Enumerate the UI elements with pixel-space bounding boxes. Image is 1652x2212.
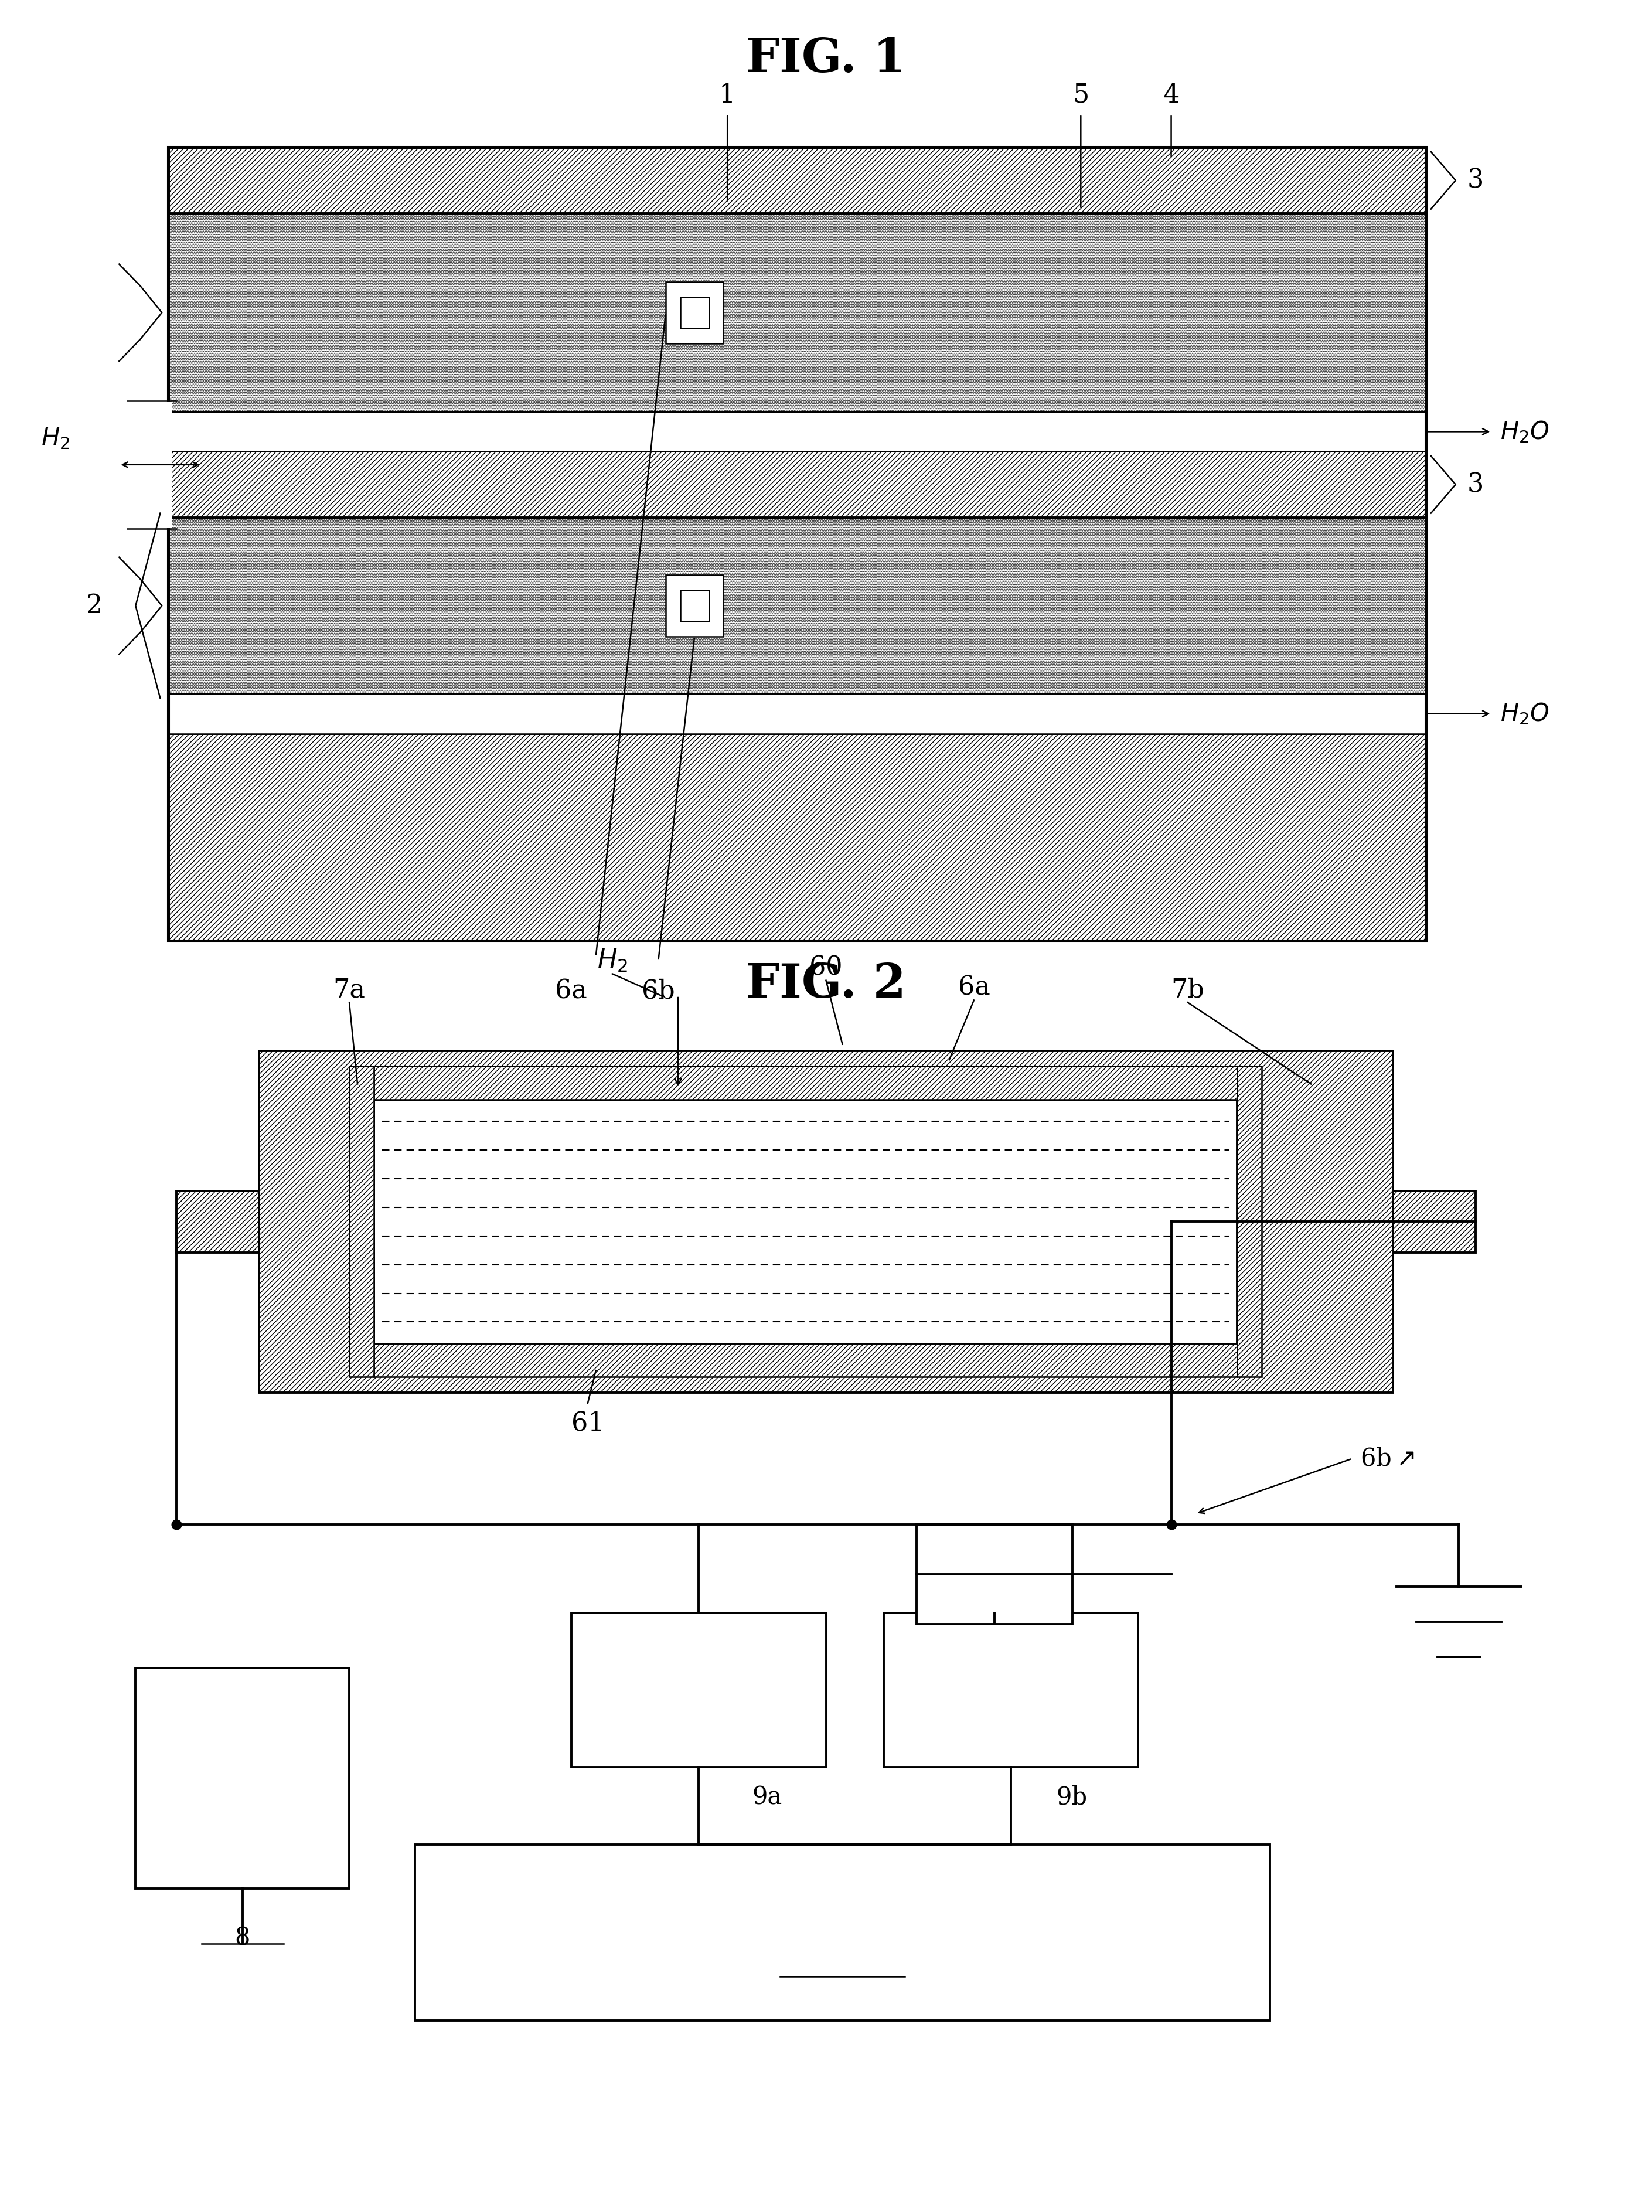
Bar (666, 281, 724, 343)
Bar (415, 1845, 1270, 2020)
Text: $H_2$: $H_2$ (41, 427, 69, 451)
Bar (169, 451, 1426, 518)
Bar (572, 1613, 826, 1767)
Text: $H_2$: $H_2$ (596, 949, 628, 973)
Bar (169, 411, 1426, 451)
Text: A/D: A/D (672, 1677, 724, 1703)
Text: 6b: 6b (641, 978, 676, 1004)
Text: 4: 4 (1163, 82, 1180, 108)
Bar (884, 1613, 1138, 1767)
Bar (169, 148, 1426, 212)
Bar (666, 575, 724, 637)
Text: 1: 1 (719, 82, 735, 108)
Text: 60: 60 (809, 956, 843, 980)
Bar (169, 518, 1426, 695)
Text: 6a: 6a (958, 975, 990, 1000)
Bar (1237, 1066, 1262, 1378)
Text: 9b: 9b (1056, 1785, 1087, 1809)
Bar (373, 1345, 1237, 1378)
Text: 61: 61 (572, 1409, 605, 1436)
Text: FIG. 2: FIG. 2 (747, 962, 905, 1009)
Text: 5: 5 (1072, 82, 1089, 108)
Text: 6a: 6a (555, 978, 586, 1004)
Bar (1393, 1190, 1475, 1252)
Text: 7b: 7b (1171, 978, 1204, 1002)
Bar (259, 1051, 1393, 1394)
Bar (373, 1099, 1237, 1345)
Bar (681, 591, 709, 622)
Text: $H_2O$: $H_2O$ (1500, 701, 1550, 726)
Text: 10: 10 (824, 1918, 861, 1947)
Text: 6b$\nearrow$: 6b$\nearrow$ (1360, 1447, 1414, 1471)
Bar (177, 1190, 259, 1252)
Bar (169, 695, 1426, 734)
Text: 2: 2 (86, 593, 102, 619)
Text: FIG. 1: FIG. 1 (747, 35, 905, 82)
Text: 9a: 9a (752, 1785, 781, 1809)
Bar (373, 1066, 1237, 1099)
Text: 8: 8 (235, 1927, 249, 1951)
Bar (135, 1668, 349, 1889)
Bar (681, 296, 709, 327)
Text: $H_2O$: $H_2O$ (1500, 418, 1550, 445)
Bar (917, 1524, 1072, 1624)
Text: 7a: 7a (334, 978, 365, 1002)
Bar (169, 734, 1426, 940)
Bar (349, 1066, 373, 1378)
Bar (169, 212, 1426, 411)
Text: 3: 3 (1467, 168, 1483, 192)
Text: 3: 3 (1467, 471, 1483, 498)
Bar (169, 148, 1426, 940)
Text: A/D: A/D (985, 1677, 1037, 1703)
